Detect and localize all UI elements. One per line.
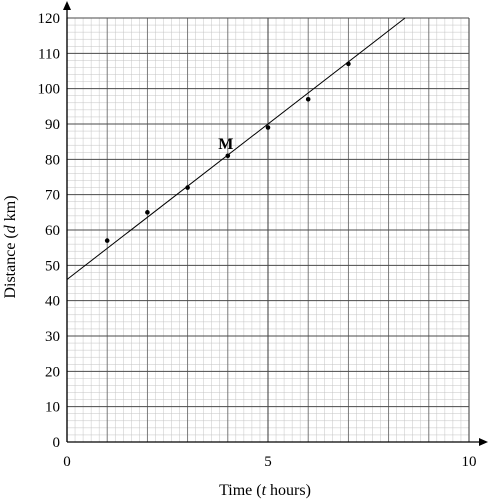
data-points (104, 61, 351, 243)
x-tick-label: 10 (462, 454, 477, 470)
y-tick-label: 80 (45, 152, 60, 168)
y-tick-label: 50 (45, 258, 60, 274)
y-tick-label: 60 (45, 223, 60, 239)
y-tick-label: 90 (45, 117, 60, 133)
y-axis-title: Distance (d km) (2, 195, 19, 298)
data-point (104, 238, 110, 243)
data-point (346, 61, 351, 67)
y-tick-label: 110 (38, 46, 60, 62)
axes (63, 1, 488, 446)
data-point (225, 153, 231, 159)
x-axis-arrow (479, 438, 488, 446)
annotations: M (218, 136, 233, 153)
y-tick-label: 100 (38, 82, 61, 98)
y-tick-label: 10 (45, 400, 60, 416)
data-point (265, 125, 271, 130)
y-tick-label: 70 (45, 188, 60, 204)
x-tick-label: 0 (63, 454, 71, 470)
x-axis-title: Time (t hours) (219, 482, 311, 499)
y-tick-label: 40 (45, 294, 60, 310)
data-point (305, 96, 311, 102)
x-tick-label: 5 (264, 454, 272, 470)
y-tick-label: 0 (53, 435, 61, 451)
y-tick-label: 120 (38, 11, 61, 27)
y-axis-arrow (63, 1, 71, 10)
data-point (185, 185, 190, 190)
y-tick-label: 20 (45, 364, 60, 380)
data-point (145, 210, 150, 215)
point-label: M (218, 136, 233, 153)
y-tick-label: 30 (45, 329, 60, 345)
best-fit-line (66, 17, 406, 280)
best-fit-line-group (66, 17, 406, 280)
